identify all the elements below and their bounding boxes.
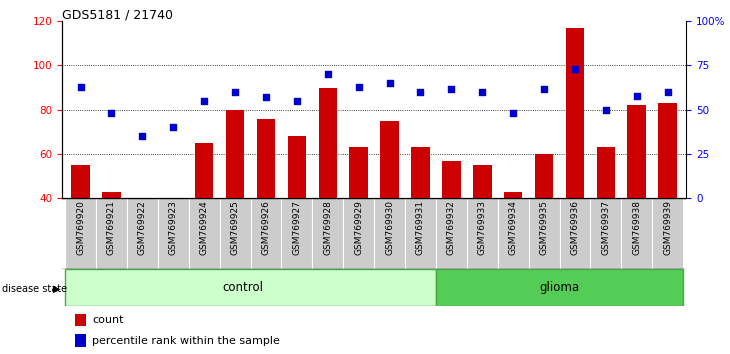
Text: GSM769937: GSM769937 [602,200,610,255]
Point [538,86,550,91]
Point [260,95,272,100]
Text: GSM769938: GSM769938 [632,200,641,255]
Bar [498,198,529,269]
Point [507,110,519,116]
Text: GSM769927: GSM769927 [293,200,301,255]
Bar [504,192,523,198]
Bar [312,198,343,269]
Bar [72,165,90,198]
Bar [350,147,368,198]
Bar [436,198,466,269]
Text: GSM769931: GSM769931 [416,200,425,255]
Point [569,66,581,72]
Bar [220,198,250,269]
Bar [473,165,491,198]
Bar [65,198,96,269]
Text: GSM769924: GSM769924 [200,200,209,255]
Bar [411,147,430,198]
Bar [380,121,399,198]
Point [137,133,148,139]
Bar [621,198,652,269]
Text: glioma: glioma [539,281,580,294]
Text: count: count [92,315,123,325]
Point [199,98,210,104]
Bar [529,198,559,269]
Bar [374,198,405,269]
Bar [282,198,312,269]
Bar [318,88,337,198]
Bar [559,198,591,269]
Text: ▶: ▶ [53,284,61,293]
Bar [466,198,498,269]
Bar [102,192,120,198]
Point [445,86,457,91]
Text: disease state: disease state [2,284,67,293]
Bar [226,110,245,198]
Bar [566,28,584,198]
Point [600,107,612,113]
Bar [596,147,615,198]
Bar [652,198,683,269]
Point [353,84,364,90]
Text: GSM769936: GSM769936 [570,200,580,255]
Bar [405,198,436,269]
Point [106,110,118,116]
Bar [628,105,646,198]
Bar [535,154,553,198]
Text: GSM769923: GSM769923 [169,200,178,255]
Text: percentile rank within the sample: percentile rank within the sample [92,336,280,346]
Bar [74,314,85,326]
Point [384,80,396,86]
Point [415,89,426,95]
Point [477,89,488,95]
Text: GSM769922: GSM769922 [138,200,147,255]
Point [631,93,642,98]
Text: GSM769925: GSM769925 [231,200,239,255]
Text: GSM769928: GSM769928 [323,200,332,255]
Bar [250,198,282,269]
Bar [74,334,85,347]
Text: GSM769933: GSM769933 [477,200,487,255]
Bar [189,198,220,269]
Bar [195,143,213,198]
Bar [65,269,436,306]
Text: GSM769920: GSM769920 [76,200,85,255]
Point [167,125,179,130]
Text: GSM769939: GSM769939 [663,200,672,255]
Bar [127,198,158,269]
Text: control: control [223,281,264,294]
Bar [442,161,461,198]
Text: GSM769935: GSM769935 [539,200,548,255]
Text: GSM769929: GSM769929 [354,200,364,255]
Bar [436,269,683,306]
Text: GSM769921: GSM769921 [107,200,116,255]
Text: GDS5181 / 21740: GDS5181 / 21740 [62,9,173,22]
Point [291,98,303,104]
Bar [591,198,621,269]
Bar [658,103,677,198]
Text: GSM769932: GSM769932 [447,200,456,255]
Point [229,89,241,95]
Point [322,72,334,77]
Text: GSM769930: GSM769930 [385,200,394,255]
Bar [343,198,374,269]
Point [662,89,674,95]
Bar [158,198,189,269]
Text: GSM769926: GSM769926 [261,200,271,255]
Bar [288,136,306,198]
Bar [96,198,127,269]
Point [74,84,86,90]
Bar [257,119,275,198]
Text: GSM769934: GSM769934 [509,200,518,255]
